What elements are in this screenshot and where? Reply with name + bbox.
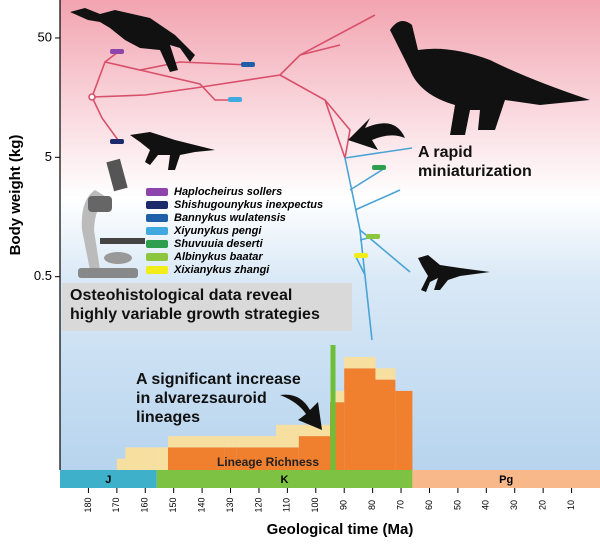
annotation-text: A significant increase bbox=[136, 371, 301, 388]
annotation-text: A rapid bbox=[418, 144, 473, 161]
annotation-text: miniaturization bbox=[418, 163, 532, 180]
legend-swatch bbox=[146, 227, 168, 235]
legend-swatch bbox=[146, 214, 168, 222]
richness-bar bbox=[168, 436, 225, 448]
x-tick-label: 40 bbox=[481, 500, 491, 510]
legend-label: Xiyunykus pengi bbox=[173, 225, 262, 237]
x-tick-label: 180 bbox=[83, 497, 93, 512]
x-tick-label: 10 bbox=[566, 500, 576, 510]
x-tick-label: 100 bbox=[310, 497, 320, 512]
x-tick-label: 70 bbox=[395, 500, 405, 510]
legend-label: Albinykus baatar bbox=[173, 251, 263, 263]
richness-bar bbox=[375, 379, 396, 470]
x-tick-label: 30 bbox=[509, 500, 519, 510]
legend-label: Xixianykus zhangi bbox=[173, 264, 270, 276]
annotation-text: Osteohistological data reveal bbox=[70, 287, 292, 304]
legend-swatch bbox=[146, 266, 168, 274]
x-tick-label: 170 bbox=[111, 497, 121, 512]
richness-bar bbox=[236, 436, 276, 448]
richness-bar bbox=[224, 436, 237, 448]
legend-swatch bbox=[146, 188, 168, 196]
annotation-text: highly variable growth strategies bbox=[70, 306, 320, 323]
period-label: J bbox=[105, 474, 111, 486]
y-tick-label: 0.5 bbox=[34, 268, 52, 283]
richness-bar bbox=[298, 436, 330, 470]
x-tick-label: 140 bbox=[196, 497, 206, 512]
richness-bar bbox=[395, 390, 413, 470]
arrow-increase bbox=[280, 394, 322, 430]
richness-bar bbox=[153, 447, 168, 470]
y-tick-label: 50 bbox=[38, 29, 52, 44]
period-bar bbox=[60, 470, 157, 488]
richness-bar bbox=[344, 357, 376, 369]
legend-swatch bbox=[146, 240, 168, 248]
richness-bar bbox=[276, 447, 299, 470]
x-tick-label: 130 bbox=[225, 497, 235, 512]
silhouettes bbox=[70, 8, 590, 292]
legend-label: Haplocheirus sollers bbox=[174, 186, 282, 198]
x-axis-title: Geological time (Ma) bbox=[267, 521, 414, 538]
legend-label: Shishugounykus inexpectus bbox=[174, 199, 323, 211]
x-tick-label: 60 bbox=[424, 500, 434, 510]
x-tick-label: 110 bbox=[282, 498, 292, 512]
richness-bar bbox=[236, 447, 276, 470]
tree-early bbox=[88, 14, 376, 159]
richness-bar bbox=[276, 424, 299, 448]
annotation-text: lineages bbox=[136, 409, 200, 426]
richness-bar bbox=[224, 447, 237, 470]
richness-bar bbox=[139, 447, 154, 470]
x-tick-label: 90 bbox=[339, 500, 349, 510]
richness-bar bbox=[168, 447, 225, 470]
arrow-miniaturization bbox=[348, 118, 405, 150]
period-bar bbox=[156, 470, 413, 488]
richness-bar bbox=[344, 368, 376, 470]
richness-bar bbox=[330, 390, 345, 403]
x-tick-label: 160 bbox=[140, 497, 150, 512]
period-bar bbox=[412, 470, 600, 488]
period-label: K bbox=[281, 474, 289, 486]
x-tick-label: 80 bbox=[367, 500, 377, 510]
y-tick-label: 5 bbox=[45, 149, 52, 164]
richness-bar bbox=[116, 458, 126, 470]
x-tick-label: 150 bbox=[168, 497, 178, 512]
legend-swatch bbox=[146, 253, 168, 261]
richness-label: Lineage Richness bbox=[217, 455, 319, 469]
annotation-text: in alvarezsauroid bbox=[136, 390, 267, 407]
legend-label: Bannykus wulatensis bbox=[174, 212, 286, 224]
x-tick-label: 50 bbox=[452, 500, 462, 510]
x-tick-label: 120 bbox=[253, 497, 263, 512]
y-axis-title: Body weight (kg) bbox=[7, 135, 24, 256]
annotation-box bbox=[62, 283, 352, 331]
richness-bar bbox=[298, 424, 330, 437]
legend-swatch bbox=[146, 201, 168, 209]
main-layer: 0.5 5 50 J K Pg 180 170 160 150 140 130 120 110 100 90 8… bbox=[7, 29, 600, 538]
taxon-markers bbox=[110, 49, 386, 258]
richness-bar bbox=[125, 447, 140, 470]
period-label: Pg bbox=[499, 474, 513, 486]
legend-label: Shuvuuia deserti bbox=[174, 238, 264, 250]
microscope bbox=[78, 158, 145, 278]
x-tick-label: 20 bbox=[538, 500, 548, 510]
richness-bar bbox=[375, 368, 396, 380]
